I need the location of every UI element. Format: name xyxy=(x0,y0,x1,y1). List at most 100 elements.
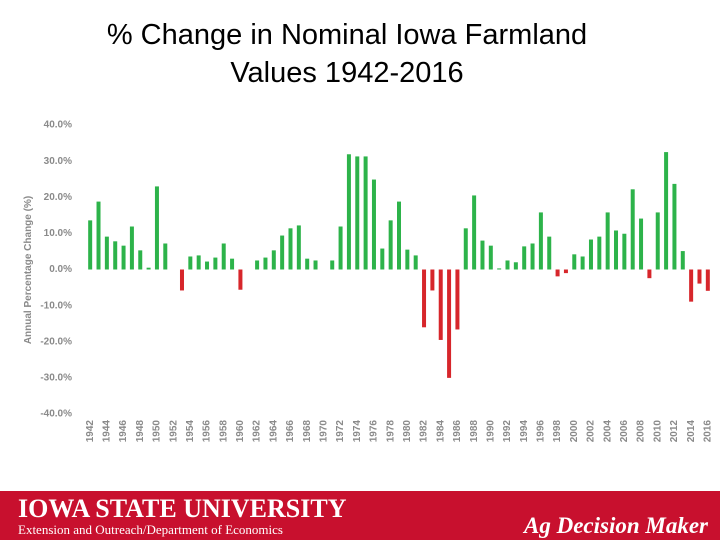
bar xyxy=(230,258,235,270)
bar xyxy=(330,260,335,270)
bar xyxy=(497,268,502,270)
x-tick-label: 1980 xyxy=(402,420,413,443)
x-tick-label: 2008 xyxy=(636,420,647,443)
bar xyxy=(413,255,418,270)
bar xyxy=(430,269,435,291)
y-tick-label: -10.0% xyxy=(40,300,72,311)
x-tick-label: 1988 xyxy=(469,420,480,443)
bar xyxy=(572,254,577,270)
university-name: IOWA STATE UNIVERSITY xyxy=(18,494,347,523)
bar xyxy=(188,256,193,270)
bar xyxy=(280,235,285,270)
bar xyxy=(580,256,585,270)
bar xyxy=(296,225,301,270)
y-tick-label: -30.0% xyxy=(40,373,72,384)
y-tick-label: -20.0% xyxy=(40,336,72,347)
bar xyxy=(388,220,393,270)
x-tick-label: 2014 xyxy=(686,420,697,443)
bar xyxy=(238,269,243,290)
bar xyxy=(288,228,293,270)
bar xyxy=(129,226,134,270)
bar xyxy=(530,243,535,270)
bar xyxy=(121,245,126,270)
program-name: Ag Decision Maker xyxy=(522,513,709,538)
bar xyxy=(463,228,468,270)
x-tick-label: 1958 xyxy=(218,420,229,443)
x-tick-label: 2016 xyxy=(702,420,713,443)
bar xyxy=(680,251,685,270)
x-tick-label: 1992 xyxy=(502,420,513,443)
bar xyxy=(338,226,343,270)
bar xyxy=(630,189,635,270)
x-tick-label: 2004 xyxy=(602,420,613,443)
bar xyxy=(705,269,710,291)
bar xyxy=(346,154,351,270)
bar xyxy=(196,255,201,270)
x-tick-label: 2000 xyxy=(569,420,580,443)
bar xyxy=(96,201,101,270)
x-tick-label: 1942 xyxy=(85,420,96,443)
x-tick-label: 1982 xyxy=(419,420,430,443)
bar xyxy=(255,260,260,270)
bar xyxy=(563,269,568,274)
department: Extension and Outreach/Department of Eco… xyxy=(18,522,283,537)
bar xyxy=(655,212,660,270)
bar xyxy=(405,249,410,270)
bar xyxy=(438,269,443,340)
x-tick-label: 1968 xyxy=(302,420,313,443)
bar xyxy=(697,269,702,284)
x-tick-label: 1948 xyxy=(135,420,146,443)
footer-band xyxy=(0,491,720,540)
bar xyxy=(146,267,151,270)
x-tick-label: 1974 xyxy=(352,420,363,443)
bar xyxy=(480,240,485,270)
bar xyxy=(555,269,560,277)
bar xyxy=(614,230,619,270)
bar xyxy=(163,243,168,270)
x-tick-label: 2002 xyxy=(586,420,597,443)
bar xyxy=(422,269,427,328)
bar xyxy=(664,152,669,270)
bar xyxy=(488,245,493,270)
bar xyxy=(597,236,602,270)
x-tick-label: 1984 xyxy=(435,420,446,443)
bar xyxy=(154,186,159,270)
bar xyxy=(313,260,318,270)
y-tick-label: -40.0% xyxy=(40,409,72,420)
x-tick-label: 1998 xyxy=(552,420,563,443)
bar xyxy=(622,233,627,270)
x-tick-label: 1950 xyxy=(152,420,163,443)
bar xyxy=(179,269,184,291)
bar xyxy=(447,269,452,378)
x-tick-label: 1944 xyxy=(102,420,113,443)
x-tick-label: 1956 xyxy=(202,420,213,443)
bar xyxy=(522,246,527,270)
bar xyxy=(689,269,694,302)
y-tick-label: 10.0% xyxy=(44,228,72,239)
x-tick-label: 2012 xyxy=(669,420,680,443)
bar xyxy=(138,250,143,270)
x-tick-label: 1978 xyxy=(385,420,396,443)
x-tick-label: 2006 xyxy=(619,420,630,443)
x-tick-label: 1960 xyxy=(235,420,246,443)
y-axis-label: Annual Percentage Change (%) xyxy=(23,196,34,344)
bar xyxy=(647,269,652,279)
x-tick-label: 1966 xyxy=(285,420,296,443)
y-tick-label: 20.0% xyxy=(44,192,72,203)
x-tick-label: 1990 xyxy=(485,420,496,443)
bar xyxy=(363,156,368,270)
x-tick-label: 1994 xyxy=(519,420,530,443)
bar xyxy=(88,220,93,270)
bar xyxy=(205,261,210,270)
y-tick-label: 0.0% xyxy=(49,264,72,275)
bar xyxy=(263,257,268,270)
bar xyxy=(472,195,477,270)
x-tick-label: 1996 xyxy=(536,420,547,443)
bar xyxy=(513,262,518,270)
x-tick-label: 1964 xyxy=(268,420,279,443)
bar xyxy=(104,236,109,270)
bar xyxy=(538,212,543,270)
bar xyxy=(505,260,510,270)
